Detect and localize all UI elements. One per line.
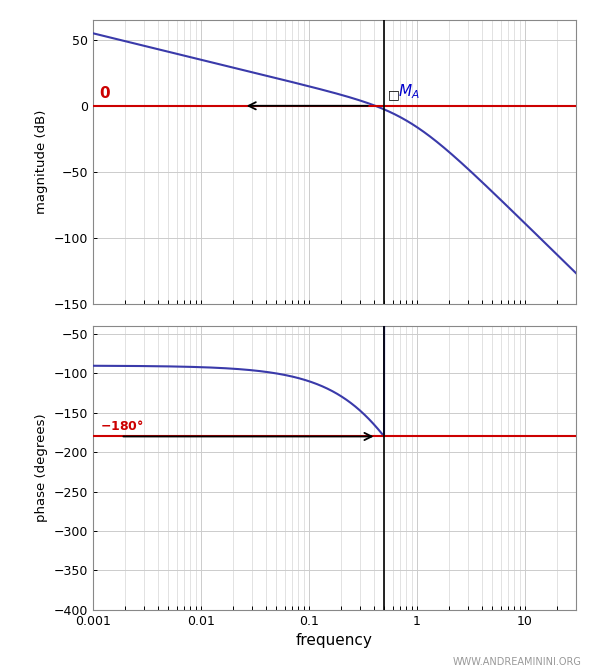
Text: $\bf{-180°}$: $\bf{-180°}$ [100, 419, 143, 433]
Text: $M_A$: $M_A$ [398, 82, 420, 101]
Y-axis label: magnitude (dB): magnitude (dB) [35, 110, 48, 214]
Text: WWW.ANDREAMININI.ORG: WWW.ANDREAMININI.ORG [453, 657, 582, 667]
X-axis label: frequency: frequency [296, 633, 373, 648]
Text: □: □ [388, 88, 400, 101]
Y-axis label: phase (degrees): phase (degrees) [35, 413, 48, 523]
Text: 0: 0 [100, 86, 110, 101]
